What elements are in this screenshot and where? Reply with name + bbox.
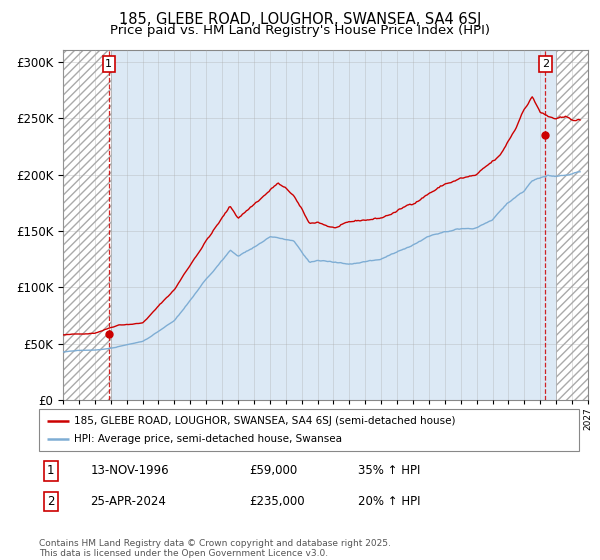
Text: 2: 2 — [47, 495, 55, 508]
Text: 1: 1 — [47, 464, 55, 478]
Text: 185, GLEBE ROAD, LOUGHOR, SWANSEA, SA4 6SJ: 185, GLEBE ROAD, LOUGHOR, SWANSEA, SA4 6… — [119, 12, 481, 27]
Text: 13-NOV-1996: 13-NOV-1996 — [90, 464, 169, 478]
Text: 2: 2 — [542, 59, 549, 69]
Text: HPI: Average price, semi-detached house, Swansea: HPI: Average price, semi-detached house,… — [74, 435, 342, 445]
Text: Price paid vs. HM Land Registry's House Price Index (HPI): Price paid vs. HM Land Registry's House … — [110, 24, 490, 37]
Text: Contains HM Land Registry data © Crown copyright and database right 2025.
This d: Contains HM Land Registry data © Crown c… — [39, 539, 391, 558]
Text: 1: 1 — [106, 59, 112, 69]
Text: £235,000: £235,000 — [250, 495, 305, 508]
Text: 185, GLEBE ROAD, LOUGHOR, SWANSEA, SA4 6SJ (semi-detached house): 185, GLEBE ROAD, LOUGHOR, SWANSEA, SA4 6… — [74, 416, 455, 426]
Text: 25-APR-2024: 25-APR-2024 — [90, 495, 166, 508]
FancyBboxPatch shape — [39, 409, 579, 451]
Text: 35% ↑ HPI: 35% ↑ HPI — [358, 464, 420, 478]
Text: £59,000: £59,000 — [250, 464, 298, 478]
Text: 20% ↑ HPI: 20% ↑ HPI — [358, 495, 420, 508]
